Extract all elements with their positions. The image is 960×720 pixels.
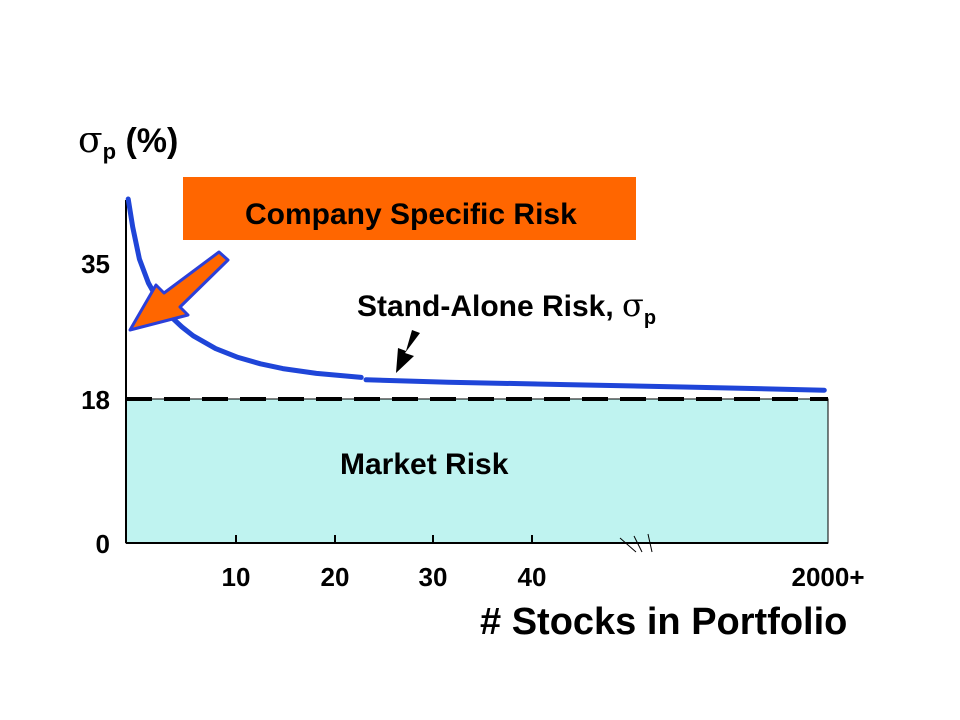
x-tick-label: 30: [419, 562, 448, 592]
curve-segment-1: [125, 196, 364, 380]
x-tick-marks: [235, 535, 533, 544]
market-risk-region: [125, 398, 829, 544]
company-specific-risk-region: [183, 177, 636, 240]
curve-segment-2: [363, 377, 827, 393]
y-axis-unit: (%): [116, 122, 178, 160]
x-tick-label: 2000+: [791, 562, 864, 592]
stand-alone-risk-curves: [125, 196, 827, 393]
y-axis-sigma: σ: [78, 120, 103, 161]
stand-alone-risk-label: Stand-Alone Risk, σp: [357, 286, 656, 329]
stand-alone-risk-pointer-arrow: [396, 330, 420, 373]
y-tick-label: 35: [81, 249, 110, 279]
y-axis-label: σp (%): [78, 120, 178, 164]
sigma-subscript: p: [644, 307, 656, 329]
stand-alone-risk-text: Stand-Alone Risk,: [357, 290, 622, 323]
sigma-symbol: σ: [622, 286, 644, 324]
y-axis-subscript: p: [103, 139, 116, 164]
x-tick-labels: 10 20 30 40 2000+: [222, 562, 865, 592]
x-tick-label: 40: [518, 562, 547, 592]
x-tick-label: 10: [222, 562, 251, 592]
y-tick-labels: 0 18 35: [81, 249, 110, 559]
axis-break-mark: [619, 533, 653, 553]
x-axis-label: # Stocks in Portfolio: [480, 601, 847, 643]
company-risk-pointer-arrow: [128, 250, 230, 332]
x-tick-label: 20: [321, 562, 350, 592]
y-tick-label: 18: [81, 385, 110, 415]
company-specific-risk-label: Company Specific Risk: [245, 198, 577, 231]
market-risk-label: Market Risk: [340, 448, 509, 481]
y-tick-label: 0: [96, 529, 110, 559]
